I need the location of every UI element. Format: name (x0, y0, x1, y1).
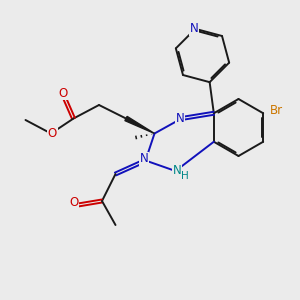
Text: Br: Br (270, 104, 283, 117)
Text: N: N (190, 22, 198, 35)
Text: O: O (69, 196, 78, 209)
Text: O: O (58, 86, 68, 100)
Text: O: O (48, 127, 57, 140)
Text: N: N (172, 164, 182, 178)
Text: H: H (181, 171, 189, 182)
Polygon shape (125, 116, 154, 134)
Text: N: N (140, 152, 148, 166)
Text: N: N (176, 112, 184, 125)
